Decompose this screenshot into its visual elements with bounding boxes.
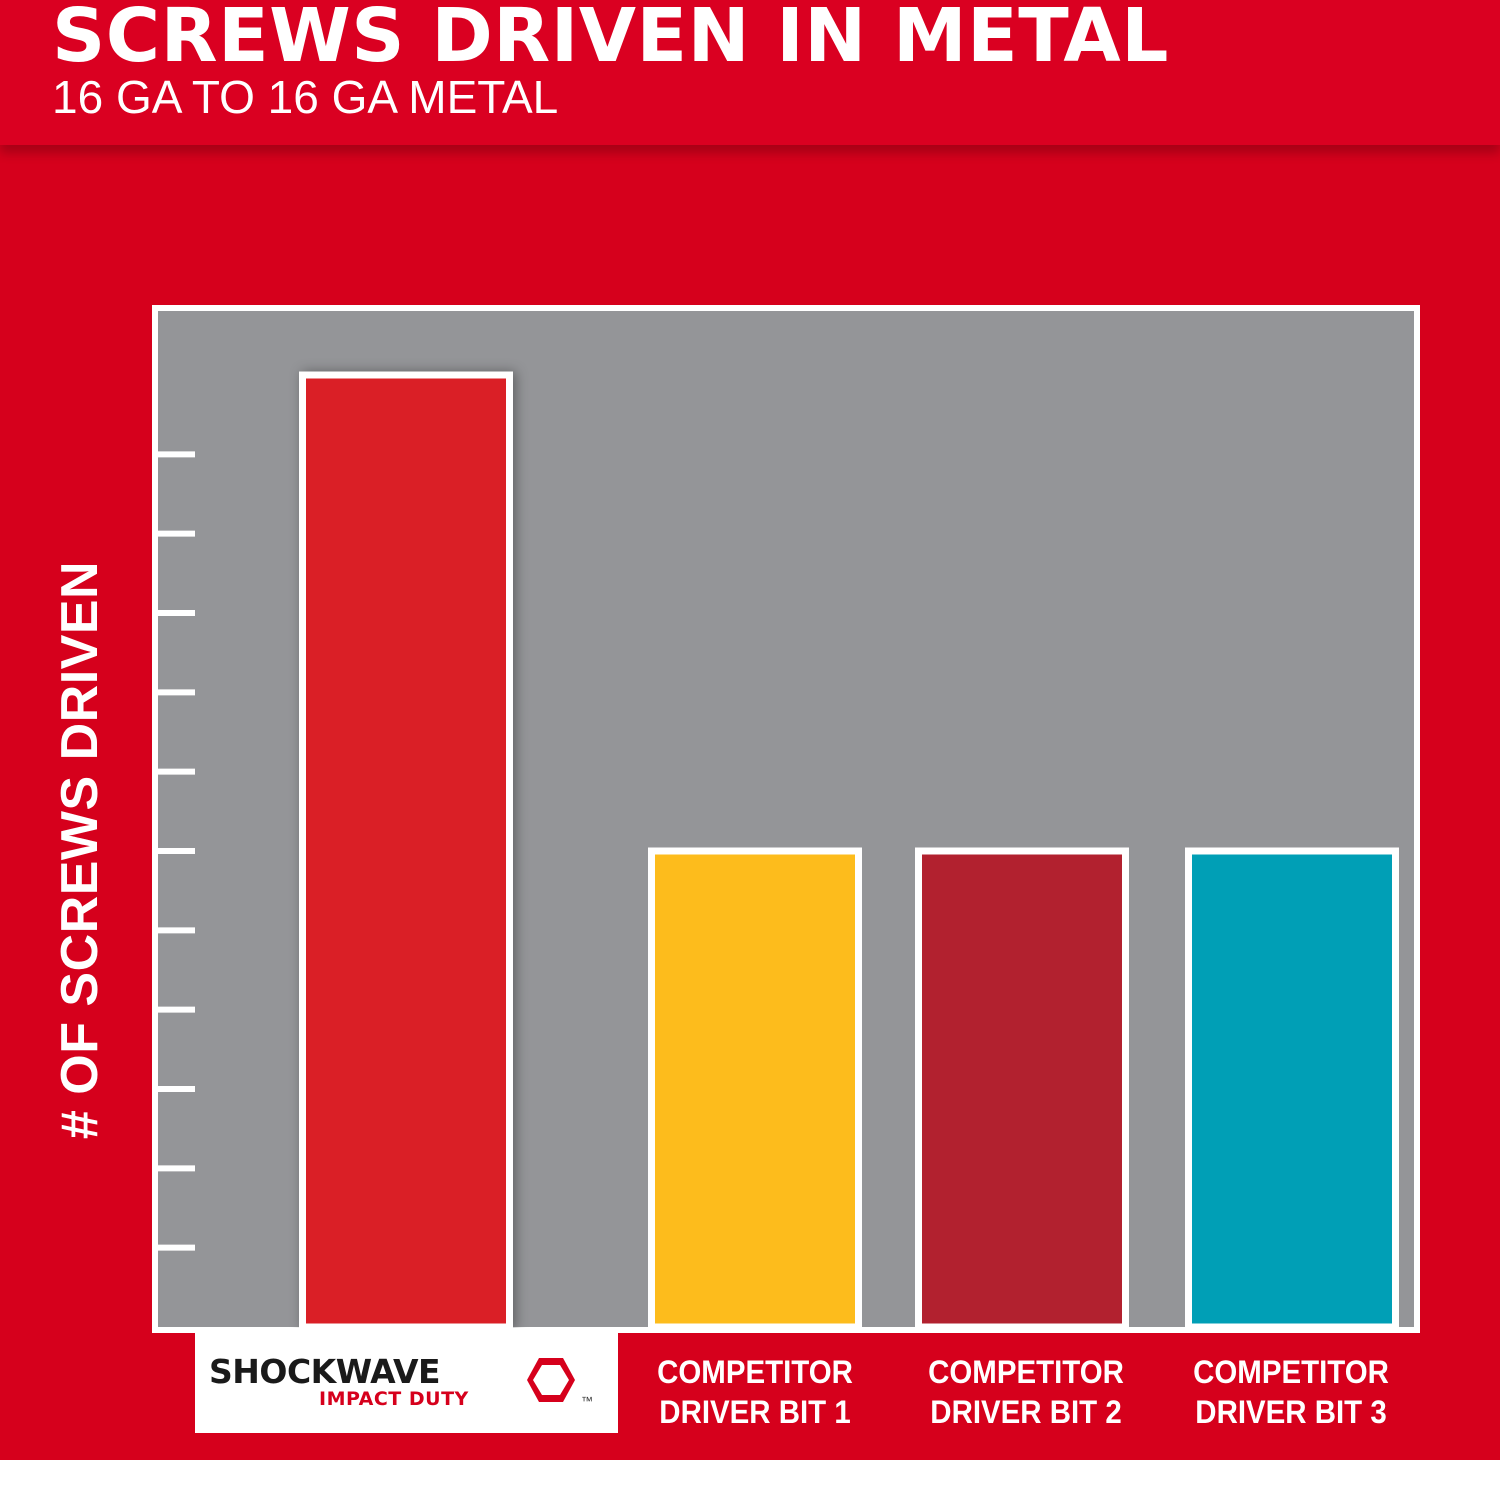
hexagon-icon bbox=[527, 1358, 575, 1402]
category-label-competitor-1: COMPETITOR DRIVER BIT 1 bbox=[649, 1352, 861, 1432]
trademark-mark: ™ bbox=[581, 1394, 593, 1408]
logo-subtext: IMPACT DUTY bbox=[319, 1388, 469, 1410]
bar-competitor-1 bbox=[648, 847, 862, 1331]
category-label-line: COMPETITOR bbox=[928, 1354, 1124, 1390]
y-axis-ticks bbox=[158, 451, 195, 1251]
shockwave-logo: SHOCKWAVE IMPACT DUTY ™ bbox=[195, 1328, 618, 1433]
chart-title: SCREWS DRIVEN IN METAL bbox=[52, 0, 1169, 79]
category-label-line: DRIVER BIT 2 bbox=[930, 1394, 1122, 1430]
category-label-competitor-3: COMPETITOR DRIVER BIT 3 bbox=[1185, 1352, 1397, 1432]
category-label-line: COMPETITOR bbox=[1193, 1354, 1389, 1390]
header-band: SCREWS DRIVEN IN METAL 16 GA TO 16 GA ME… bbox=[0, 0, 1500, 145]
category-label-line: DRIVER BIT 1 bbox=[659, 1394, 851, 1430]
category-label-competitor-2: COMPETITOR DRIVER BIT 2 bbox=[920, 1352, 1132, 1432]
bar-competitor-2 bbox=[915, 847, 1129, 1331]
category-label-line: COMPETITOR bbox=[657, 1354, 853, 1390]
bar-shockwave bbox=[299, 371, 513, 1331]
logo-brand-text: SHOCKWAVE bbox=[209, 1352, 441, 1391]
bars bbox=[299, 371, 1399, 1331]
chart-subtitle: 16 GA TO 16 GA METAL bbox=[52, 71, 559, 123]
bar-competitor-3 bbox=[1185, 847, 1399, 1331]
category-label-line: DRIVER BIT 3 bbox=[1195, 1394, 1387, 1430]
